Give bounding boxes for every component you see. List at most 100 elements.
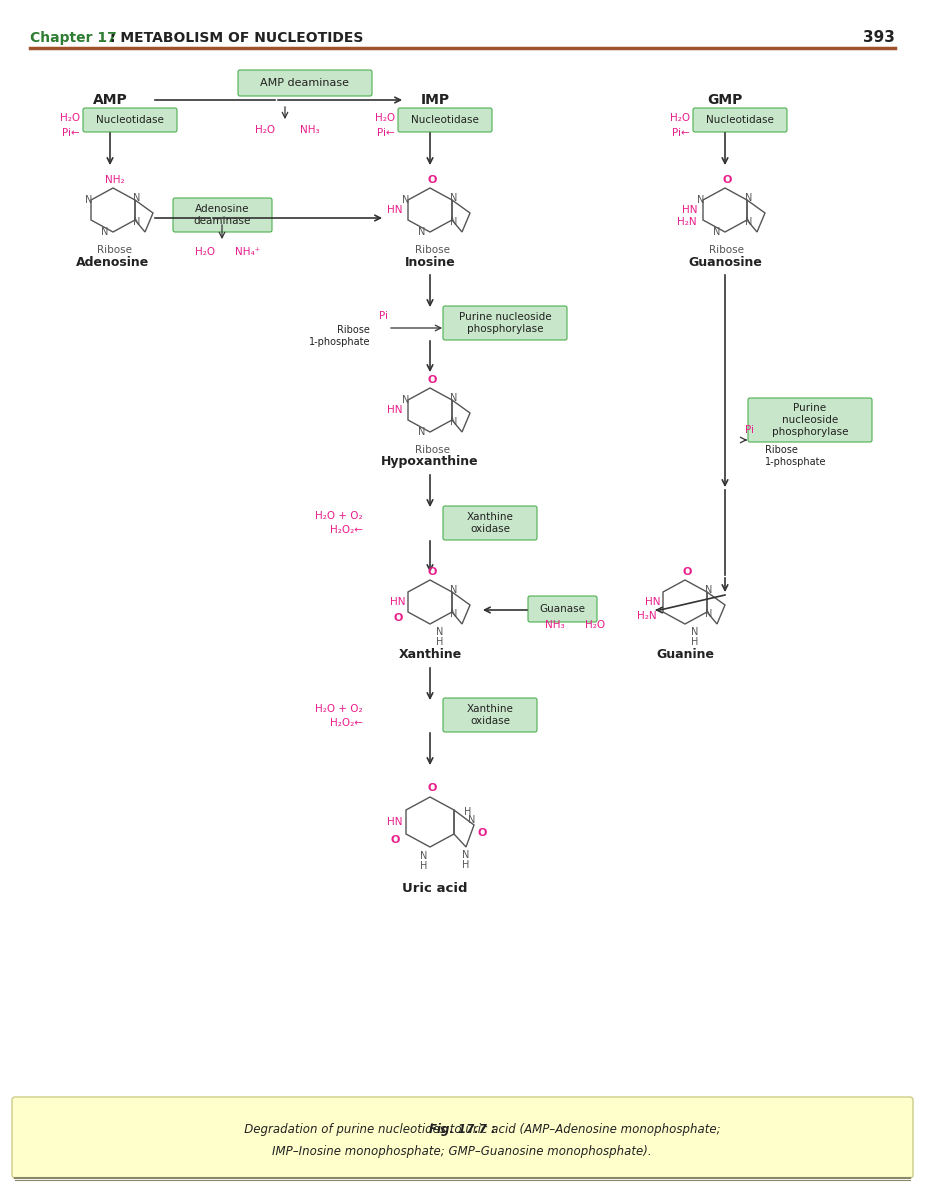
Text: N: N (102, 227, 109, 236)
FancyBboxPatch shape (238, 70, 372, 96)
FancyBboxPatch shape (748, 398, 872, 442)
Text: Ribose: Ribose (337, 325, 370, 335)
Text: Adenosine
deaminase: Adenosine deaminase (194, 204, 252, 226)
FancyBboxPatch shape (443, 698, 537, 732)
Text: Pi: Pi (379, 311, 388, 320)
Text: N: N (450, 217, 458, 227)
FancyBboxPatch shape (443, 506, 537, 540)
Text: Pi: Pi (745, 425, 754, 434)
Text: HN: HN (388, 817, 402, 827)
FancyBboxPatch shape (12, 1097, 913, 1178)
Text: O: O (393, 613, 402, 623)
Text: Degradation of purine nucleotides to uric acid (AMP–Adenosine monophosphate;: Degradation of purine nucleotides to uri… (204, 1123, 721, 1136)
Text: AMP: AMP (92, 92, 128, 107)
Text: N: N (402, 395, 410, 404)
Text: Nucleotidase: Nucleotidase (706, 115, 774, 125)
Text: H₂O + O₂: H₂O + O₂ (315, 511, 363, 521)
Text: N: N (691, 626, 698, 637)
Text: H₂O: H₂O (585, 620, 605, 630)
Text: H: H (464, 806, 472, 817)
Text: HN: HN (388, 404, 402, 415)
Text: IMP: IMP (421, 92, 450, 107)
Text: H: H (420, 862, 427, 871)
Text: N: N (706, 608, 712, 619)
Text: O: O (390, 835, 400, 845)
Text: NH₂: NH₂ (105, 175, 125, 185)
FancyBboxPatch shape (173, 198, 272, 232)
Text: N: N (418, 427, 426, 437)
Text: O: O (722, 175, 732, 185)
Text: Xanthine
oxidase: Xanthine oxidase (466, 512, 513, 534)
Text: Ribose: Ribose (709, 245, 745, 254)
FancyBboxPatch shape (398, 108, 492, 132)
Text: N: N (706, 584, 712, 595)
Text: H: H (691, 637, 698, 647)
Text: Nucleotidase: Nucleotidase (96, 115, 164, 125)
Text: N: N (450, 392, 458, 403)
Text: Fig. 17.7 :: Fig. 17.7 : (428, 1123, 496, 1136)
Text: NH₃: NH₃ (545, 620, 565, 630)
Text: 1-phosphate: 1-phosphate (765, 457, 827, 467)
Text: H₂O: H₂O (60, 113, 80, 122)
Text: Inosine: Inosine (404, 256, 455, 269)
Text: IMP–Inosine monophosphate; GMP–Guanosine monophosphate).: IMP–Inosine monophosphate; GMP–Guanosine… (272, 1146, 652, 1158)
Text: O: O (477, 828, 487, 838)
Text: Guanine: Guanine (656, 648, 714, 661)
Text: Chapter 17: Chapter 17 (30, 31, 117, 44)
Text: 1-phosphate: 1-phosphate (309, 337, 370, 347)
Text: H₂O + O₂: H₂O + O₂ (315, 704, 363, 714)
Text: H₂O: H₂O (195, 247, 215, 257)
Text: N: N (450, 193, 458, 203)
Text: N: N (746, 193, 753, 203)
Text: N: N (468, 815, 475, 826)
Text: HN: HN (388, 205, 402, 215)
Text: NH₃: NH₃ (301, 125, 320, 134)
Text: N: N (437, 626, 444, 637)
Text: H₂O: H₂O (255, 125, 275, 134)
Text: HN: HN (683, 205, 697, 215)
Text: N: N (133, 217, 141, 227)
Text: O: O (427, 782, 437, 793)
Text: N: N (713, 227, 721, 236)
Text: H: H (437, 637, 444, 647)
Text: N: N (450, 416, 458, 427)
Text: GMP: GMP (708, 92, 743, 107)
Text: Adenosine: Adenosine (77, 256, 150, 269)
Text: O: O (427, 566, 437, 577)
Text: NH₄⁺: NH₄⁺ (235, 247, 261, 257)
Text: Ribose: Ribose (414, 245, 450, 254)
Text: O: O (427, 175, 437, 185)
Text: H₂O₂←: H₂O₂← (330, 526, 363, 535)
FancyBboxPatch shape (443, 306, 567, 340)
FancyBboxPatch shape (693, 108, 787, 132)
Text: N: N (450, 608, 458, 619)
FancyBboxPatch shape (83, 108, 177, 132)
Text: : METABOLISM OF NUCLEOTIDES: : METABOLISM OF NUCLEOTIDES (110, 31, 364, 44)
Text: Guanosine: Guanosine (688, 256, 762, 269)
Text: O: O (683, 566, 692, 577)
Text: Pi←: Pi← (377, 128, 395, 138)
Text: H₂N: H₂N (637, 611, 657, 622)
Text: HN: HN (390, 596, 406, 607)
Text: N: N (418, 227, 426, 236)
Text: Nucleotidase: Nucleotidase (411, 115, 479, 125)
Text: H₂O₂←: H₂O₂← (330, 718, 363, 728)
Text: O: O (427, 374, 437, 385)
Text: N: N (697, 194, 705, 205)
Text: H₂O: H₂O (670, 113, 690, 122)
Text: Xanthine: Xanthine (399, 648, 462, 661)
Text: Guanase: Guanase (539, 604, 586, 614)
Text: Pi←: Pi← (62, 128, 80, 138)
Text: H₂O: H₂O (375, 113, 395, 122)
Text: N: N (462, 850, 470, 860)
Text: Hypoxanthine: Hypoxanthine (381, 456, 479, 468)
Text: N: N (85, 194, 92, 205)
Text: N: N (133, 193, 141, 203)
Text: N: N (420, 851, 427, 862)
Text: H₂N: H₂N (677, 217, 697, 227)
Text: H: H (462, 860, 470, 870)
Text: Ribose: Ribose (97, 245, 132, 254)
Text: N: N (450, 584, 458, 595)
FancyBboxPatch shape (528, 596, 597, 622)
Text: Uric acid: Uric acid (402, 882, 468, 894)
